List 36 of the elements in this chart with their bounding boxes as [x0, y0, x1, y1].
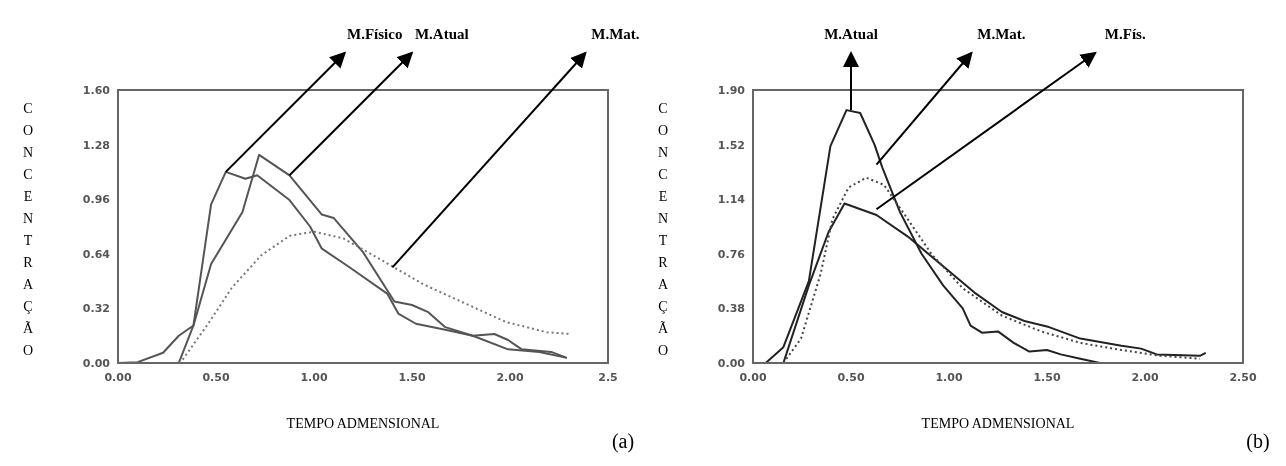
y-tick-label: 0.38: [717, 302, 745, 316]
y-tick-label: 1.14: [717, 193, 746, 207]
annotation: M.Mat.: [591, 26, 640, 42]
x-tick-label: 2.5: [598, 370, 618, 384]
x-tick-label: 1.50: [398, 370, 426, 384]
y-tick-label: 0.32: [82, 302, 110, 316]
x-axis-title: TEMPO ADMENSIONAL: [286, 416, 440, 431]
x-tick-label: 2.00: [496, 370, 524, 384]
annotation: M.Atual: [824, 26, 878, 42]
y-tick-label: 0.00: [82, 356, 111, 370]
x-tick-label: 1.50: [1033, 370, 1061, 384]
y-tick-label: 1.90: [717, 83, 746, 97]
y-tick-label: 1.52: [717, 138, 745, 152]
y-tick-label: 0.00: [717, 356, 746, 370]
annotation: M.Físico: [347, 26, 403, 42]
y-tick-label: 1.28: [82, 138, 110, 152]
x-tick-label: 0.00: [104, 370, 132, 384]
x-tick-label: 0.50: [202, 370, 230, 384]
y-tick-label: 0.64: [82, 247, 111, 261]
text: (a): [611, 430, 635, 453]
annotation: M.Atual: [414, 26, 469, 42]
annotation: M.Mat.: [977, 26, 1026, 42]
text: CONCENTRAÇÃO: [657, 101, 669, 358]
text: (b): [1246, 430, 1270, 453]
x-tick-label: 0.00: [739, 370, 767, 384]
x-tick-label: 2.00: [1131, 370, 1159, 384]
text: CONCENTRAÇÃO: [22, 101, 34, 358]
x-tick-label: 2.50: [1229, 370, 1257, 384]
x-tick-label: 0.50: [837, 370, 865, 384]
x-axis-title: TEMPO ADMENSIONAL: [921, 416, 1075, 431]
x-tick-label: 1.00: [300, 370, 328, 384]
y-tick-label: 1.60: [82, 83, 111, 97]
y-tick-label: 0.76: [717, 247, 746, 261]
x-tick-label: 1.00: [935, 370, 963, 384]
y-tick-label: 0.96: [82, 193, 111, 207]
annotation: M.Fís.: [1104, 26, 1146, 42]
